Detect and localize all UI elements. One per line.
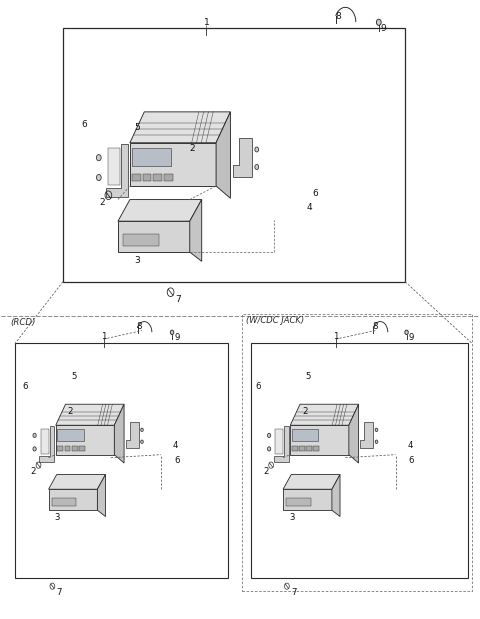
Bar: [48, 489, 97, 510]
Bar: [283, 489, 332, 510]
Text: 6: 6: [408, 456, 414, 465]
Text: (RCD): (RCD): [10, 318, 36, 327]
Bar: [164, 173, 172, 181]
Text: 9: 9: [408, 334, 414, 342]
Text: 4: 4: [173, 441, 178, 450]
Polygon shape: [56, 404, 124, 425]
Text: 2: 2: [31, 467, 36, 477]
Bar: [123, 233, 158, 246]
Circle shape: [141, 440, 144, 443]
Text: 6: 6: [23, 382, 28, 391]
Bar: [130, 143, 216, 186]
Polygon shape: [216, 112, 230, 198]
Polygon shape: [118, 199, 202, 221]
Circle shape: [33, 433, 36, 438]
Bar: [64, 446, 71, 451]
Polygon shape: [48, 475, 106, 489]
Text: 5: 5: [306, 371, 311, 381]
Bar: [299, 446, 305, 451]
Bar: [251, 344, 468, 578]
Bar: [132, 148, 171, 167]
Text: 7: 7: [175, 295, 180, 303]
Text: 3: 3: [289, 513, 294, 522]
Polygon shape: [290, 404, 359, 425]
Bar: [108, 148, 120, 185]
Polygon shape: [97, 475, 106, 516]
Text: 8: 8: [336, 12, 341, 20]
Text: 1: 1: [333, 332, 338, 340]
Text: 2: 2: [99, 198, 105, 207]
Polygon shape: [114, 404, 124, 463]
Text: 3: 3: [134, 256, 140, 264]
Polygon shape: [360, 422, 373, 448]
Circle shape: [255, 147, 259, 152]
Bar: [56, 425, 114, 454]
Polygon shape: [190, 199, 202, 261]
Text: (W/CDC JACK): (W/CDC JACK): [246, 316, 304, 325]
Text: 7: 7: [291, 588, 296, 597]
Bar: [290, 425, 349, 454]
Bar: [276, 428, 283, 454]
Polygon shape: [332, 475, 340, 516]
Polygon shape: [274, 426, 288, 462]
Circle shape: [33, 447, 36, 451]
Bar: [72, 446, 78, 451]
Text: 6: 6: [82, 119, 87, 129]
Bar: [313, 446, 319, 451]
Circle shape: [170, 330, 174, 335]
Text: 8: 8: [372, 322, 378, 331]
Text: 1: 1: [204, 18, 209, 27]
Bar: [292, 428, 318, 441]
Text: 9: 9: [174, 334, 180, 342]
Text: 6: 6: [174, 456, 180, 465]
Text: 5: 5: [71, 371, 77, 381]
Polygon shape: [283, 475, 340, 489]
Bar: [41, 428, 49, 454]
Text: 6: 6: [255, 382, 261, 391]
Text: 2: 2: [302, 407, 307, 416]
Text: 6: 6: [313, 189, 319, 198]
Text: 4: 4: [307, 203, 312, 212]
Polygon shape: [130, 112, 230, 143]
Bar: [79, 446, 84, 451]
Bar: [287, 498, 311, 506]
Text: 7: 7: [56, 588, 62, 597]
Text: 3: 3: [54, 513, 60, 522]
Text: 2: 2: [263, 467, 269, 477]
Polygon shape: [39, 426, 54, 462]
Circle shape: [255, 165, 259, 170]
Text: 5: 5: [134, 123, 140, 132]
Polygon shape: [126, 422, 139, 448]
Bar: [306, 446, 312, 451]
Text: 9: 9: [381, 24, 386, 33]
Text: 2: 2: [67, 407, 73, 416]
Circle shape: [96, 175, 101, 181]
Circle shape: [376, 19, 381, 25]
Polygon shape: [233, 138, 252, 176]
Bar: [15, 344, 228, 578]
Bar: [63, 28, 405, 282]
Circle shape: [96, 155, 101, 161]
Bar: [118, 221, 190, 252]
Polygon shape: [106, 144, 128, 197]
Circle shape: [267, 447, 271, 451]
Text: 1: 1: [101, 332, 107, 340]
Text: 8: 8: [136, 322, 142, 331]
Bar: [154, 173, 162, 181]
Circle shape: [375, 440, 378, 443]
Bar: [58, 446, 63, 451]
Text: 2: 2: [189, 144, 195, 154]
Bar: [132, 173, 141, 181]
Circle shape: [141, 428, 144, 431]
Bar: [292, 446, 298, 451]
Bar: [58, 428, 84, 441]
Bar: [52, 498, 76, 506]
Bar: [143, 173, 152, 181]
Polygon shape: [349, 404, 359, 463]
Circle shape: [405, 330, 408, 335]
Text: 4: 4: [407, 441, 413, 450]
Circle shape: [267, 433, 271, 438]
Circle shape: [375, 428, 378, 431]
